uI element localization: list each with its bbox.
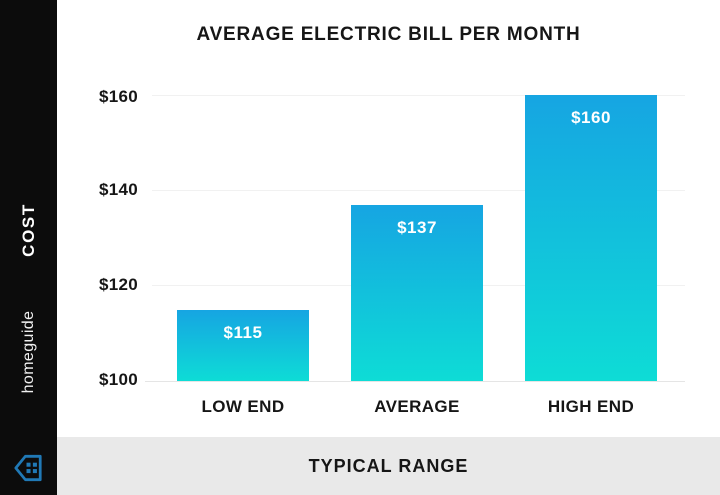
x-label-high-end: HIGH END	[547, 397, 635, 416]
y-tick-140: $140	[98, 180, 138, 199]
footer-band: TYPICAL RANGE	[57, 437, 720, 495]
gridline-100-baseline	[145, 381, 685, 382]
bar-average: $137	[351, 204, 483, 381]
sidebar: COST homeguide	[0, 0, 57, 495]
bar-value-label-low-end: $115	[223, 322, 263, 342]
y-tick-160: $160	[98, 87, 138, 106]
brand-name: homeguide	[19, 310, 37, 394]
bar-low-end: $115	[177, 309, 309, 381]
y-tick-100: $100	[98, 370, 138, 389]
y-tick-120: $120	[98, 275, 138, 294]
bar-value-label-high-end: $160	[571, 108, 611, 127]
house-icon	[14, 454, 42, 482]
cost-axis-label: COST	[18, 203, 38, 257]
gridline-140	[152, 190, 685, 191]
gridline-160	[152, 95, 685, 96]
footer-label: TYPICAL RANGE	[308, 455, 469, 476]
bar-high-end: $160	[525, 95, 657, 381]
bar-value-label-average: $137	[397, 217, 437, 237]
x-label-low-end: LOW END	[201, 397, 285, 416]
chart-title: AVERAGE ELECTRIC BILL PER MONTH	[196, 24, 581, 45]
x-label-average: AVERAGE	[374, 397, 460, 416]
